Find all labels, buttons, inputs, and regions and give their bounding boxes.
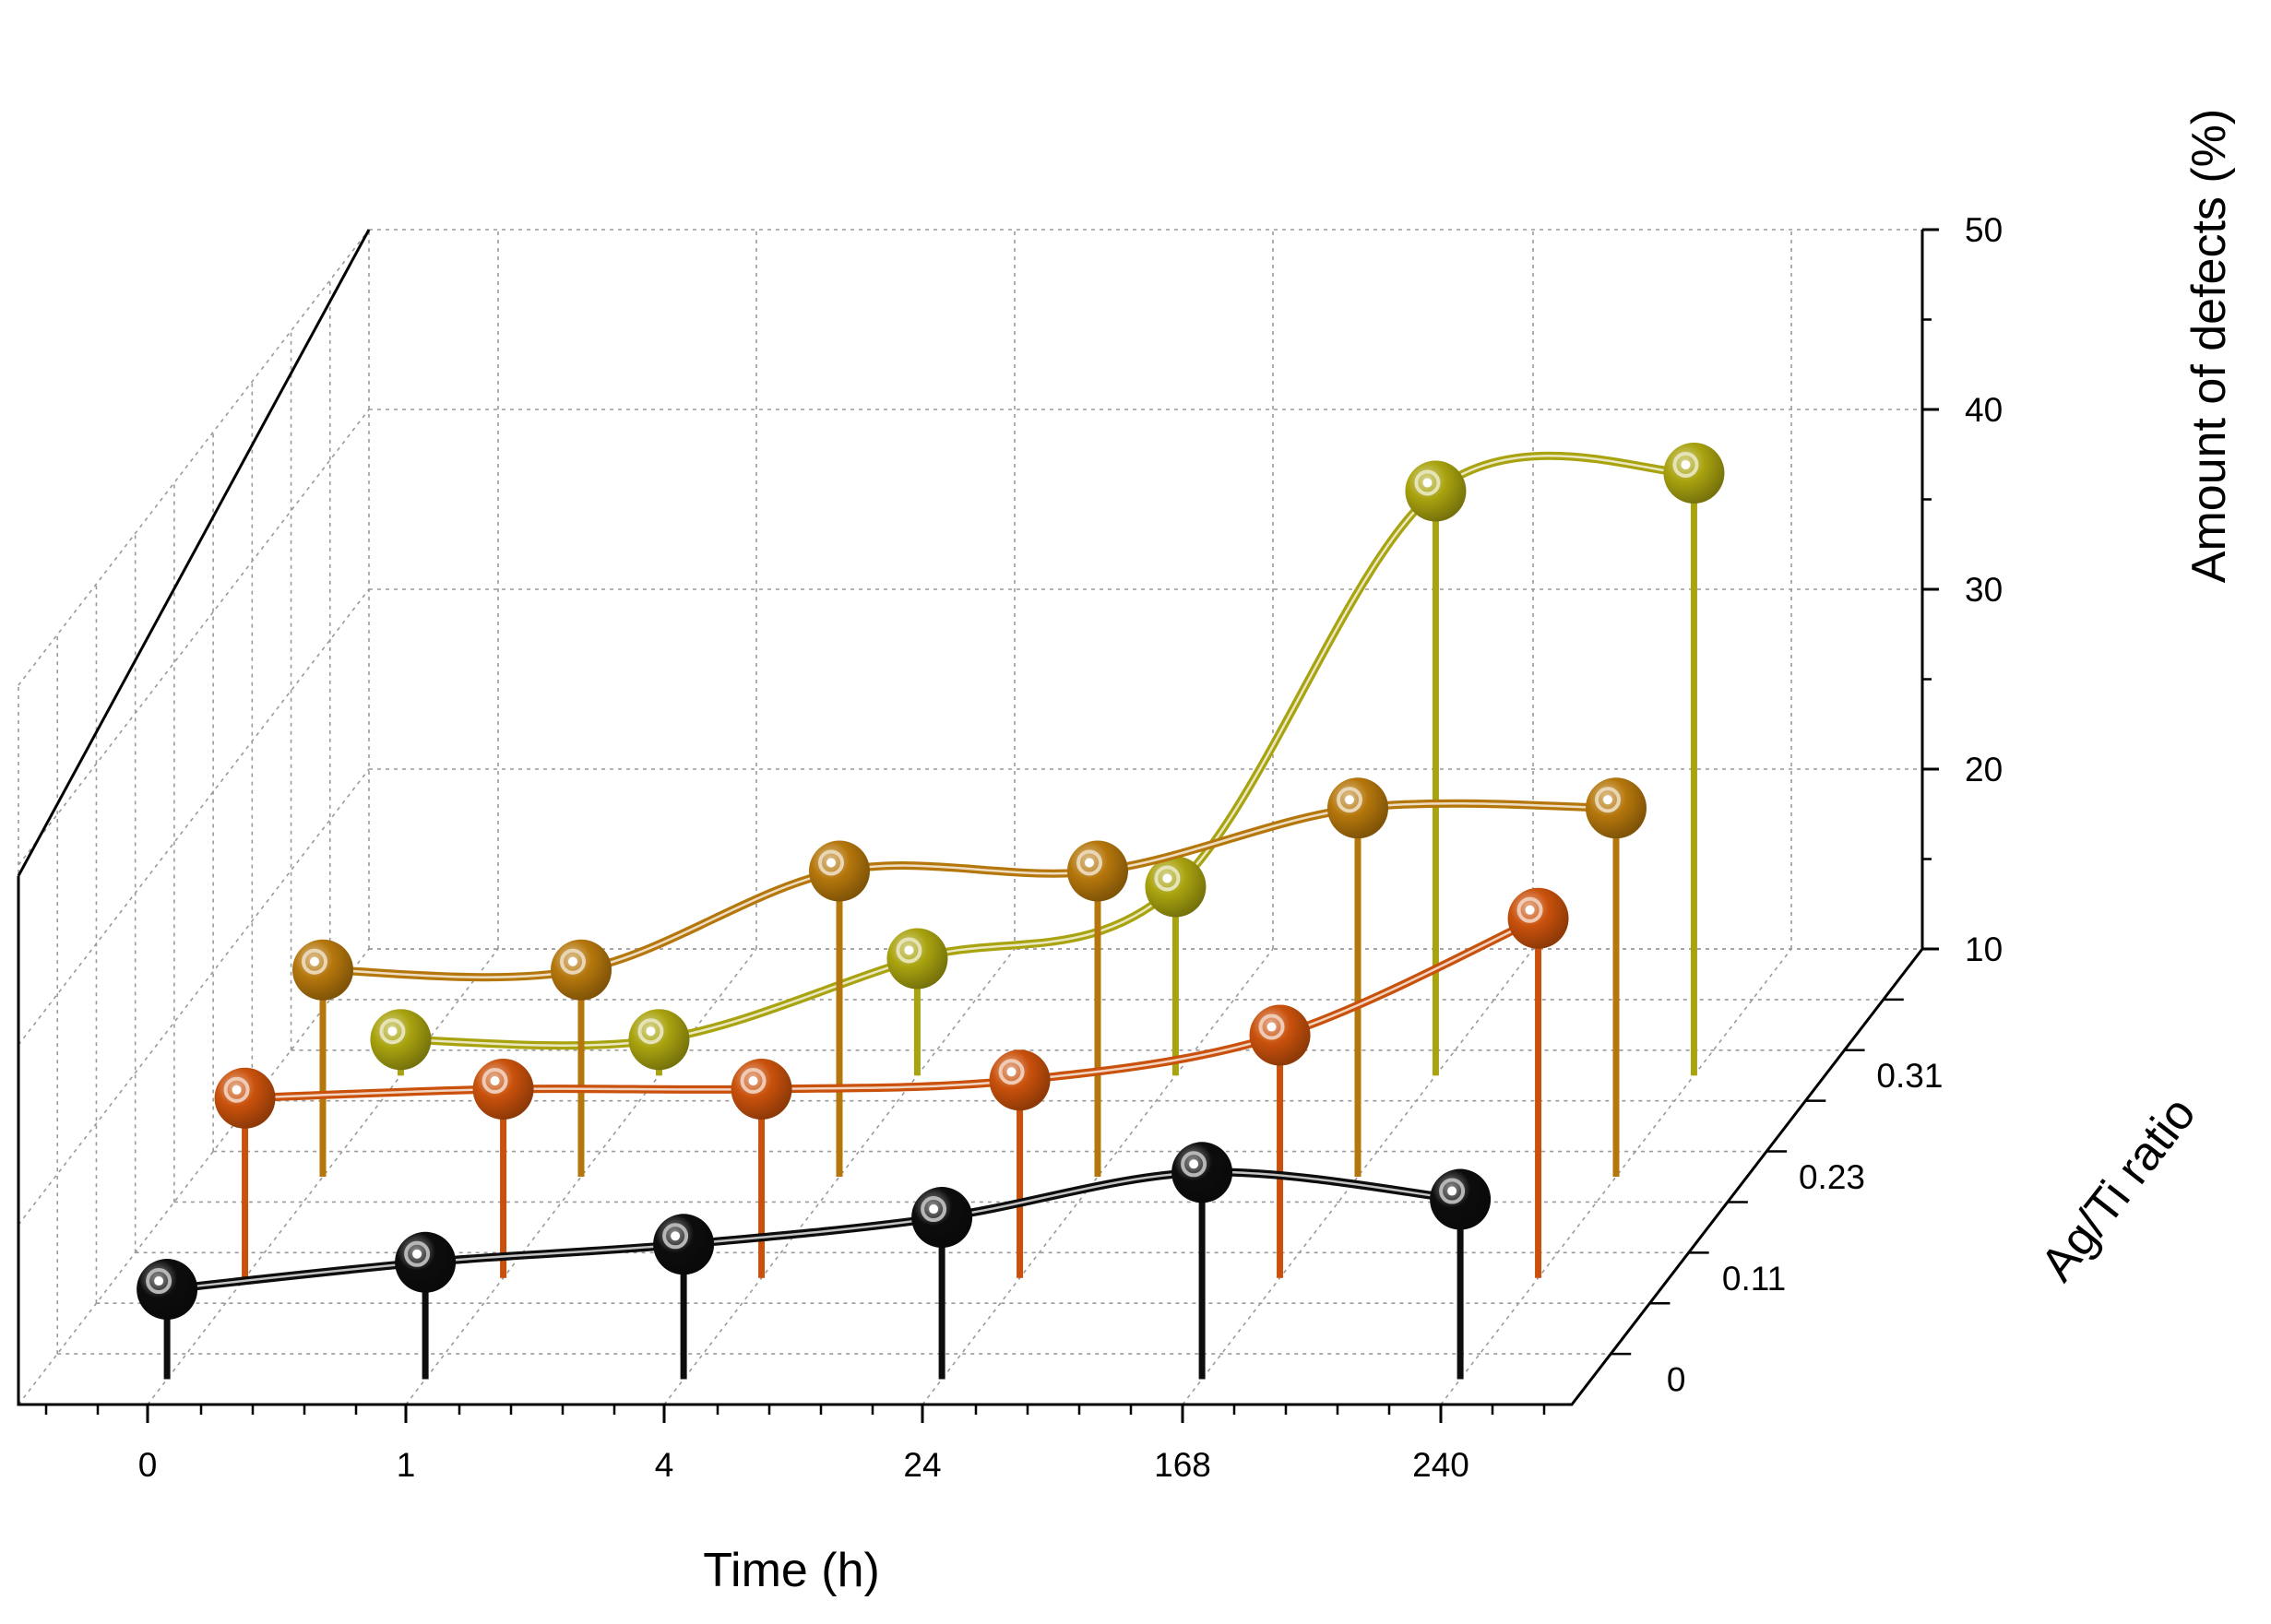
- x-tick-label: 1: [397, 1446, 416, 1484]
- x-tick-label: 4: [655, 1446, 674, 1484]
- frame-top-edge: [17, 229, 371, 877]
- series-2: [292, 777, 1647, 1177]
- chart-frame: [17, 228, 1939, 1423]
- grid-line: [18, 948, 370, 1405]
- y-tick-label: 0: [1667, 1361, 1686, 1399]
- x-tick-label: 24: [903, 1446, 941, 1484]
- data-point: [370, 1009, 432, 1071]
- data-point: [551, 939, 612, 1001]
- z-tick-label: 40: [1965, 391, 2003, 429]
- data-point: [1507, 887, 1569, 949]
- data-point: [731, 1059, 792, 1120]
- z-tick-label: 50: [1965, 211, 2003, 249]
- grid-line: [18, 409, 370, 866]
- y-tick-label: 0.23: [1799, 1158, 1865, 1196]
- y-tick-label: 0.31: [1876, 1057, 1943, 1095]
- data-point: [886, 928, 948, 990]
- data-point: [628, 1009, 690, 1071]
- series-1: [214, 887, 1569, 1278]
- x-axis-title: Time (h): [703, 1544, 880, 1597]
- data-point: [653, 1214, 715, 1275]
- data-point: [472, 1059, 534, 1120]
- data-point: [1586, 777, 1647, 839]
- data-point: [1405, 460, 1467, 522]
- series-line-highlight: [244, 917, 1540, 1100]
- data-point: [911, 1187, 973, 1249]
- data-point: [1171, 1142, 1233, 1203]
- series-0: [137, 1142, 1492, 1380]
- data-point: [137, 1259, 198, 1321]
- series-layer: [137, 442, 1725, 1380]
- grid-line: [18, 229, 370, 686]
- x-tick-label: 0: [138, 1446, 158, 1484]
- data-point: [1249, 1004, 1311, 1066]
- data-point: [809, 840, 870, 902]
- frame-outline: [17, 230, 1924, 1406]
- series-line-highlight: [166, 1170, 1461, 1291]
- data-point: [1327, 777, 1388, 839]
- y-tick-label: 0.11: [1722, 1260, 1786, 1298]
- data-point: [1430, 1168, 1492, 1230]
- data-point: [989, 1049, 1051, 1111]
- data-point: [1663, 442, 1725, 504]
- z-tick-label: 30: [1965, 571, 2003, 609]
- series-line: [166, 1168, 1461, 1294]
- data-point: [395, 1231, 457, 1293]
- data-point: [214, 1067, 276, 1129]
- z-tick-label: 20: [1965, 751, 2003, 788]
- y-axis-title: Ag/Ti ratio: [2030, 1087, 2206, 1291]
- x-tick-label: 240: [1412, 1446, 1469, 1484]
- data-point: [292, 939, 353, 1001]
- z-axis-title: Amount of defects (%): [2182, 109, 2236, 583]
- z-tick-label: 10: [1965, 931, 2003, 968]
- data-point: [1145, 856, 1207, 918]
- data-point: [1067, 840, 1128, 902]
- x-tick-label: 168: [1154, 1446, 1211, 1484]
